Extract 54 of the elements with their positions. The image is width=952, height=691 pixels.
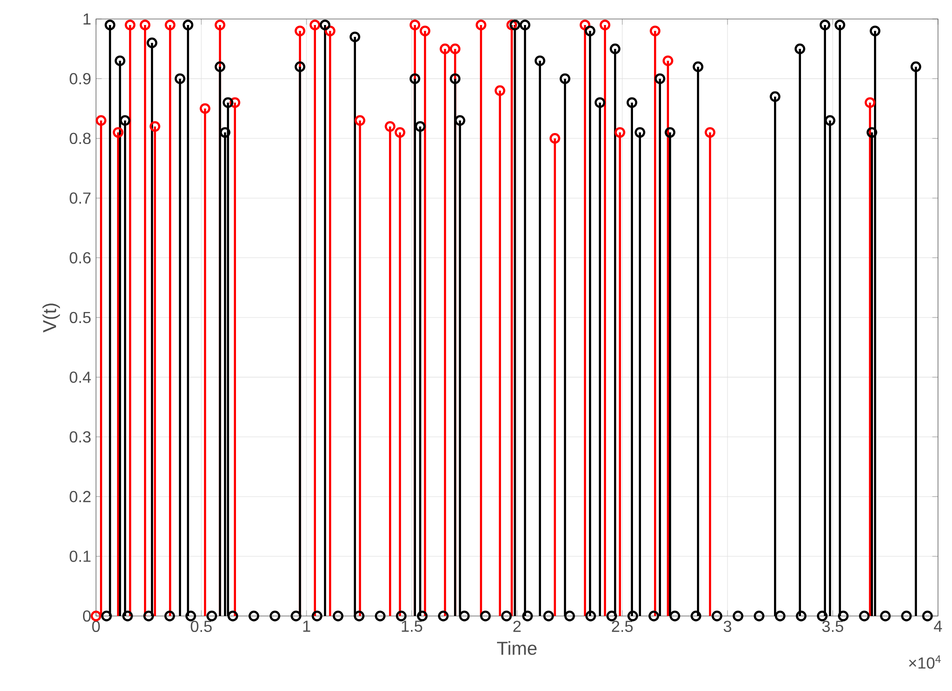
point xyxy=(506,20,518,30)
point xyxy=(864,97,876,108)
x-axis-title: Time xyxy=(497,641,537,655)
point xyxy=(90,610,102,622)
point xyxy=(140,20,150,30)
y-tick-label: 1 xyxy=(84,13,91,24)
point xyxy=(230,97,240,108)
text: ×10$^{4}$ xyxy=(909,655,941,669)
x-tick-label: 3.5 xyxy=(822,620,844,632)
x-tick-label: 1.5 xyxy=(402,620,422,632)
point xyxy=(394,127,406,138)
point xyxy=(662,55,674,66)
point xyxy=(214,20,226,30)
y-tick-label: 0.6 xyxy=(70,252,91,264)
point xyxy=(200,103,210,114)
y-tick-label: 0.2 xyxy=(70,490,90,502)
point xyxy=(494,85,506,96)
point xyxy=(614,127,626,138)
point xyxy=(580,20,590,30)
x-tick-label: 0.5 xyxy=(190,620,212,632)
point xyxy=(410,20,420,30)
point xyxy=(704,127,716,138)
point xyxy=(450,44,460,54)
point xyxy=(440,44,450,54)
y-tick-label: 0.9 xyxy=(70,73,91,84)
x-tick-label: 3 xyxy=(724,620,732,632)
point xyxy=(164,20,176,30)
y-tick-label: 0.4 xyxy=(70,372,91,383)
point xyxy=(124,20,136,30)
y-tick-label: 0.3 xyxy=(70,431,91,443)
point xyxy=(112,127,124,138)
x-tick-label: 0 xyxy=(92,620,100,632)
x-tick-label: 4 xyxy=(934,620,942,632)
y-tick-label: 0.5 xyxy=(70,312,91,324)
x-tick-label: 2.5 xyxy=(612,620,633,632)
y-axis-title: V(t) xyxy=(42,304,60,332)
point xyxy=(324,26,336,36)
y-tick-label: 0.8 xyxy=(70,132,91,144)
x-tick-label: 2 xyxy=(513,620,521,632)
point xyxy=(420,26,430,36)
point xyxy=(96,115,106,126)
y-tick-label: 0.1 xyxy=(70,550,91,562)
point xyxy=(650,26,660,36)
point xyxy=(310,20,320,30)
point xyxy=(294,26,306,36)
point xyxy=(354,115,366,126)
point xyxy=(150,121,160,132)
y-tick-label: 0 xyxy=(83,610,91,622)
point xyxy=(476,20,486,30)
x-tick-label: 1 xyxy=(303,620,310,632)
y-tick-label: 0.7 xyxy=(70,192,90,204)
point xyxy=(550,133,560,144)
point xyxy=(600,20,610,30)
point xyxy=(384,121,396,132)
